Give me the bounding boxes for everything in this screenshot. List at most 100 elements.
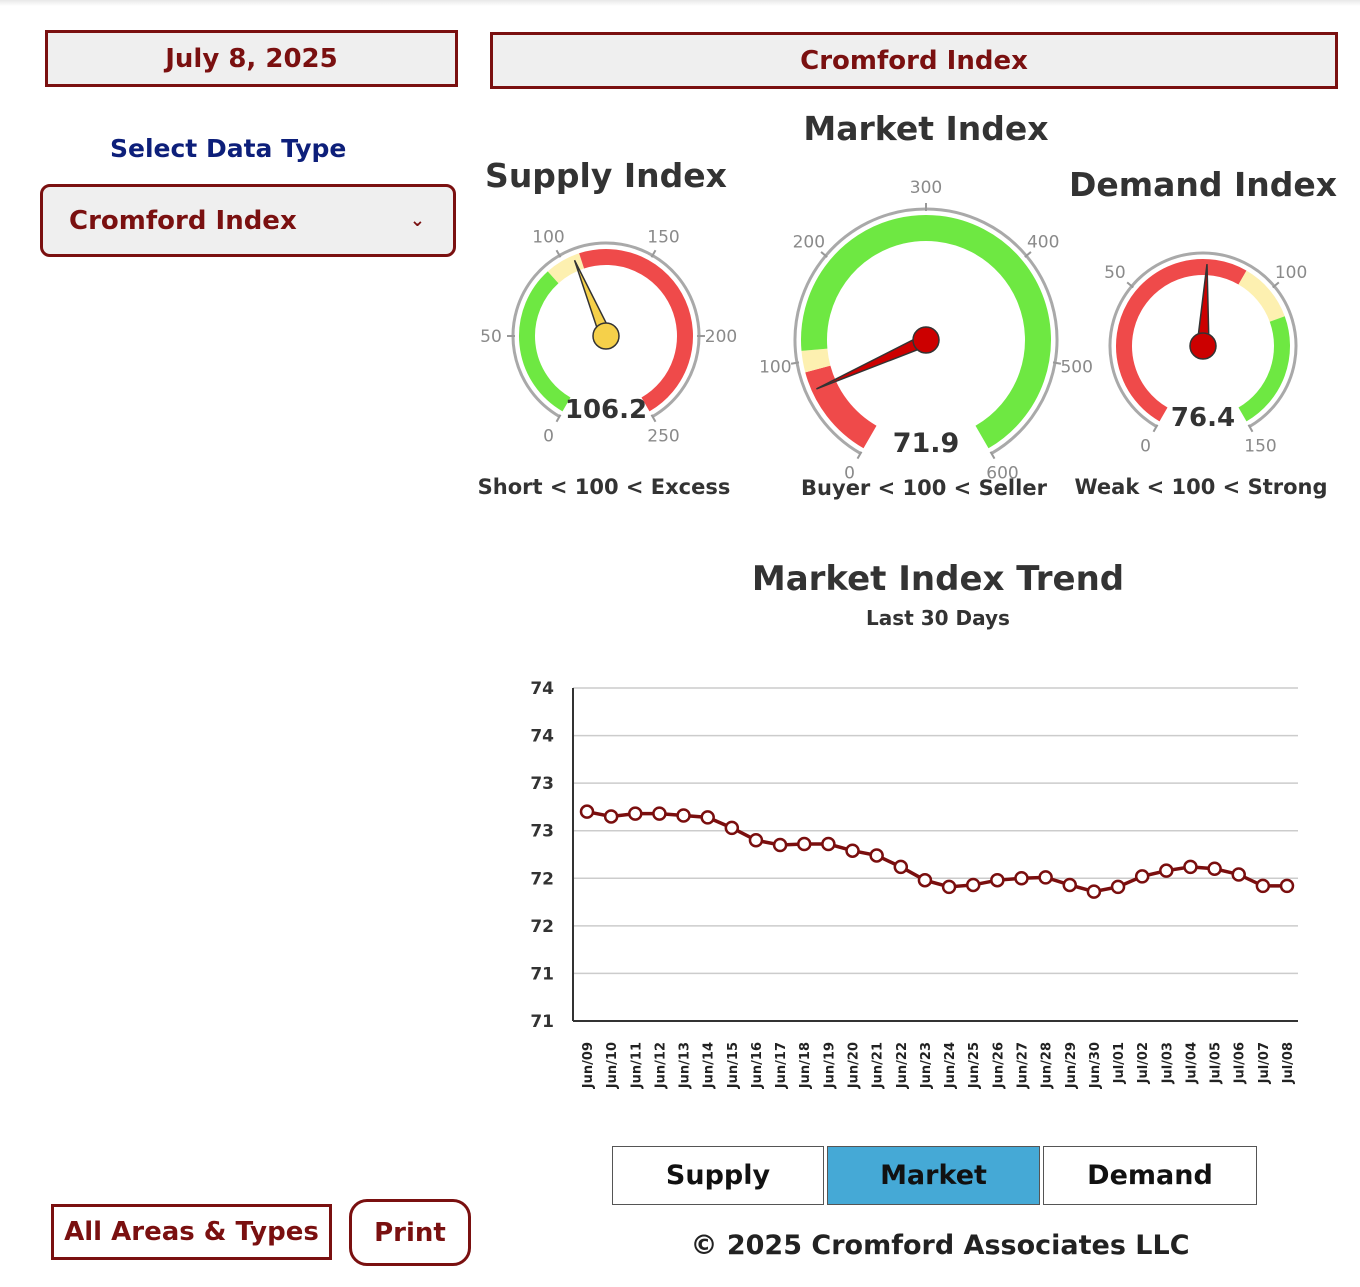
trend-point <box>1231 867 1246 882</box>
supply-gauge-caption: Short < 100 < Excess <box>478 475 731 499</box>
market-gauge-needle <box>816 333 930 390</box>
all-areas-types-button[interactable]: All Areas & Types <box>51 1204 332 1260</box>
market-gauge-band <box>801 348 831 373</box>
supply-gauge-band <box>547 253 585 284</box>
trend-point <box>748 832 764 848</box>
market-gauge-tick-label: 600 <box>986 464 1018 484</box>
trend-x-tick-label: Jun/29 <box>1064 1042 1079 1089</box>
trend-point <box>893 859 909 875</box>
trend-x-tick-label: Jun/09 <box>581 1042 596 1089</box>
demand-gauge-tick <box>1272 281 1280 289</box>
trend-x-tick-label: Jun/22 <box>895 1042 910 1089</box>
trend-point <box>1183 859 1198 875</box>
trend-x-tick-label: Jun/13 <box>678 1042 693 1089</box>
trend-y-tick-label: 72 <box>530 917 554 937</box>
market-gauge-caption: Buyer < 100 < Seller <box>801 476 1048 500</box>
trend-x-tick-label: Jun/18 <box>798 1042 813 1089</box>
trend-point <box>941 879 957 895</box>
trend-point <box>1279 878 1295 894</box>
trend-x-tick-label: Jun/16 <box>750 1042 765 1089</box>
demand-gauge-tick <box>1247 424 1254 433</box>
trend-point <box>700 810 715 825</box>
demand-gauge-band <box>1116 259 1247 422</box>
market-gauge-band <box>805 365 877 449</box>
trend-x-tick-label: Jun/10 <box>605 1042 620 1089</box>
market-gauge-tick-label: 400 <box>1027 233 1059 253</box>
tab-demand[interactable]: Demand <box>1043 1146 1257 1205</box>
market-gauge-tick-label: 0 <box>844 464 855 484</box>
trend-x-tick-label: Jul/05 <box>1209 1042 1224 1084</box>
trend-y-tick-label: 72 <box>530 869 554 889</box>
trend-y-tick-label: 73 <box>530 774 554 794</box>
supply-gauge-tick-label: 200 <box>705 327 737 347</box>
supply-gauge-tick <box>555 249 562 258</box>
demand-gauge-tick <box>1152 424 1159 433</box>
print-button[interactable]: Print <box>349 1199 471 1266</box>
chevron-down-icon: ⌄ <box>409 210 425 231</box>
supply-gauge-band <box>519 271 571 412</box>
trend-x-tick-label: Jun/26 <box>991 1042 1006 1089</box>
trend-x-tick-label: Jul/04 <box>1184 1042 1199 1084</box>
trend-point <box>652 806 667 821</box>
supply-gauge-hub <box>592 322 620 350</box>
demand-gauge-tick-label: 100 <box>1275 263 1307 283</box>
trend-y-tick-label: 73 <box>530 822 554 842</box>
trend-point <box>1159 863 1174 878</box>
trend-point <box>990 872 1005 888</box>
demand-gauge-title: Demand Index <box>1069 165 1337 204</box>
trend-x-tick-label: Jul/01 <box>1112 1042 1127 1084</box>
trend-point <box>845 843 860 858</box>
trend-x-tick-label: Jul/06 <box>1233 1042 1248 1084</box>
trend-x-tick-label: Jun/15 <box>726 1042 741 1089</box>
trend-point <box>869 848 884 863</box>
copyright: © 2025 Cromford Associates LLC <box>690 1230 1190 1261</box>
market-gauge: Market Index 0 100 200 300 400 500 600 71.9 Buyer… <box>759 109 1093 500</box>
page-title: Cromford Index <box>490 32 1338 89</box>
trend-point <box>676 808 691 823</box>
trend-point <box>1110 879 1126 895</box>
trend-x-tick-label: Jun/20 <box>847 1042 862 1089</box>
trend-series-line <box>586 809 1287 894</box>
market-gauge-tick <box>820 251 828 258</box>
trend-point <box>821 836 836 852</box>
trend-point <box>1207 861 1222 877</box>
supply-gauge-tick-label: 150 <box>647 227 679 247</box>
select-data-type-label: Select Data Type <box>110 134 347 163</box>
trend-y-tick-label: 74 <box>530 727 554 747</box>
trend-x-tick-label: Jun/30 <box>1088 1042 1103 1089</box>
trend-x-tick-label: Jun/11 <box>629 1042 644 1089</box>
trend-point <box>603 809 619 824</box>
market-gauge-tick-label: 300 <box>910 178 942 198</box>
top-strip <box>0 0 1360 6</box>
trend-x-tick-label: Jun/19 <box>822 1042 837 1089</box>
market-gauge-value: 71.9 <box>893 428 960 459</box>
market-gauge-tick <box>1052 361 1062 365</box>
demand-gauge-tick <box>1126 281 1134 289</box>
supply-gauge-tick-label: 50 <box>480 327 502 347</box>
supply-gauge-value: 106.2 <box>565 395 647 425</box>
market-gauge-band <box>801 215 1051 449</box>
market-gauge-tick <box>790 361 800 365</box>
tab-supply[interactable]: Supply <box>612 1146 824 1205</box>
trend-x-tick-label: Jun/28 <box>1040 1042 1055 1089</box>
trend-x-tick-label: Jun/23 <box>919 1042 934 1089</box>
supply-gauge-tick <box>555 414 562 423</box>
market-index-trend-chart: Market Index Trend Last 30 Days 71 71 72 72 73… <box>530 559 1298 1089</box>
data-type-select[interactable]: Cromford Index ⌄ <box>40 184 456 257</box>
trend-point <box>772 837 788 853</box>
trend-chart-subtitle: Last 30 Days <box>866 606 1010 630</box>
supply-gauge-tick-label: 100 <box>532 227 564 247</box>
trend-point <box>1062 877 1078 893</box>
demand-gauge-value: 76.4 <box>1171 403 1235 433</box>
trend-chart-title: Market Index Trend <box>752 559 1124 599</box>
trend-x-tick-label: Jul/08 <box>1281 1042 1296 1084</box>
trend-x-tick-label: Jun/17 <box>774 1042 789 1089</box>
tab-market[interactable]: Market <box>827 1146 1040 1205</box>
trend-point <box>1038 870 1053 885</box>
trend-x-tick-label: Jun/24 <box>943 1042 958 1089</box>
demand-gauge-hub <box>1189 332 1217 360</box>
trend-x-tick-label: Jul/02 <box>1136 1042 1151 1084</box>
data-type-select-value: Cromford Index <box>69 205 297 236</box>
trend-x-tick-label: Jun/27 <box>1015 1042 1030 1089</box>
